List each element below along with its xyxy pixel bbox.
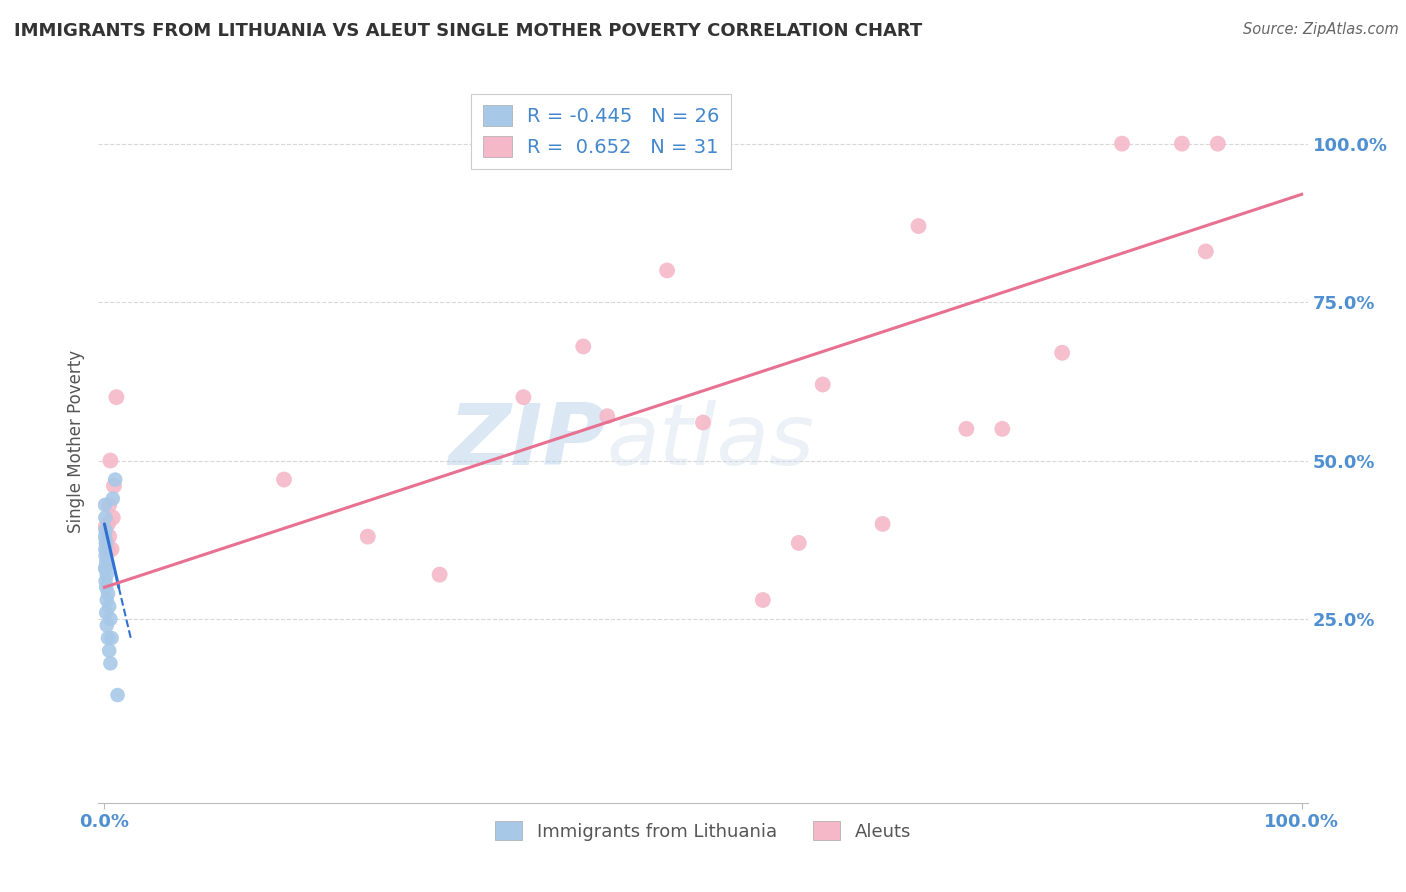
Point — [572, 339, 595, 353]
Point — [97, 542, 120, 557]
Point — [96, 606, 118, 620]
Point — [94, 510, 117, 524]
Point — [907, 219, 929, 233]
Point — [100, 657, 122, 671]
Point — [101, 510, 124, 524]
Point — [107, 688, 129, 702]
Point — [94, 523, 117, 537]
Point — [105, 390, 128, 404]
Point — [98, 498, 121, 512]
Point — [655, 263, 678, 277]
Point — [94, 542, 117, 557]
Point — [98, 643, 121, 657]
Point — [96, 555, 118, 569]
Legend: Immigrants from Lithuania, Aleuts: Immigrants from Lithuania, Aleuts — [488, 814, 918, 848]
Point — [97, 587, 120, 601]
Point — [512, 390, 534, 404]
Point — [97, 631, 120, 645]
Point — [100, 453, 122, 467]
Y-axis label: Single Mother Poverty: Single Mother Poverty — [66, 350, 84, 533]
Text: IMMIGRANTS FROM LITHUANIA VS ALEUT SINGLE MOTHER POVERTY CORRELATION CHART: IMMIGRANTS FROM LITHUANIA VS ALEUT SINGL… — [14, 22, 922, 40]
Point — [104, 473, 127, 487]
Point — [94, 520, 117, 534]
Point — [94, 498, 117, 512]
Point — [98, 599, 121, 614]
Point — [1195, 244, 1218, 259]
Point — [872, 516, 894, 531]
Point — [97, 516, 120, 531]
Point — [96, 580, 118, 594]
Point — [98, 530, 121, 544]
Point — [787, 536, 810, 550]
Text: atlas: atlas — [606, 400, 814, 483]
Point — [100, 542, 122, 557]
Point — [596, 409, 619, 424]
Text: Source: ZipAtlas.com: Source: ZipAtlas.com — [1243, 22, 1399, 37]
Point — [103, 479, 125, 493]
Point — [100, 631, 122, 645]
Point — [96, 567, 118, 582]
Point — [811, 377, 834, 392]
Point — [94, 561, 117, 575]
Point — [1171, 136, 1194, 151]
Text: ZIP: ZIP — [449, 400, 606, 483]
Point — [94, 549, 117, 563]
Point — [752, 593, 775, 607]
Point — [101, 491, 124, 506]
Point — [429, 567, 451, 582]
Point — [94, 561, 117, 575]
Point — [692, 416, 714, 430]
Point — [1206, 136, 1229, 151]
Point — [100, 612, 122, 626]
Point — [96, 536, 118, 550]
Point — [96, 618, 118, 632]
Point — [94, 574, 117, 588]
Point — [1111, 136, 1133, 151]
Point — [273, 473, 295, 487]
Point — [357, 530, 380, 544]
Point — [94, 530, 117, 544]
Point — [991, 422, 1014, 436]
Point — [96, 593, 118, 607]
Point — [94, 536, 117, 550]
Point — [1050, 346, 1073, 360]
Point — [955, 422, 977, 436]
